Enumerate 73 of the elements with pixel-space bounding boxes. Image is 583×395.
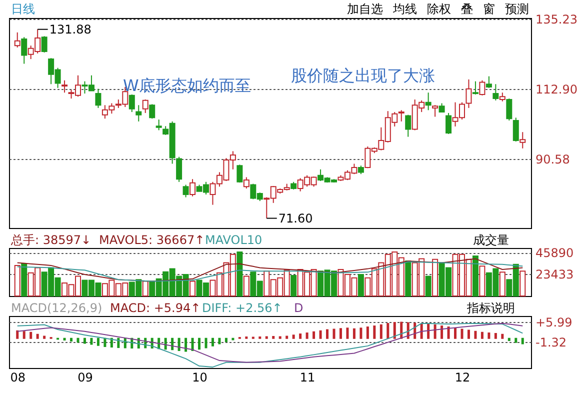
annotation: 71.60 <box>278 211 313 226</box>
bar <box>243 276 250 296</box>
candlestick <box>62 80 68 94</box>
bar <box>21 263 28 296</box>
candlestick <box>95 88 102 108</box>
candlestick <box>136 104 142 122</box>
bar <box>358 274 364 296</box>
candlestick <box>506 98 512 121</box>
annotation: 股价随之出现了大涨 <box>291 66 435 85</box>
x-tick-label: 09 <box>78 370 93 384</box>
text: 叠 <box>461 2 473 16</box>
x-tick-label: 10 <box>192 370 208 384</box>
candlestick <box>156 119 162 131</box>
bar <box>405 260 412 296</box>
candlestick <box>182 184 189 198</box>
annotation: W底形态如约而至 <box>123 76 251 95</box>
text: DIFF: +2.56↑ <box>202 301 282 315</box>
text: MACD: +5.94↑ <box>110 301 201 315</box>
bar <box>190 280 196 296</box>
candlestick <box>520 132 526 149</box>
candlestick <box>512 117 519 142</box>
bar <box>14 264 20 296</box>
candlestick <box>142 98 148 114</box>
text: MAVOL5: 36667↑ <box>99 233 205 247</box>
y-tick-label: 112.90 <box>536 82 578 96</box>
bar <box>499 272 506 296</box>
candlestick <box>492 84 499 101</box>
text: 均线 <box>392 2 417 16</box>
candlestick <box>486 76 492 88</box>
y-tick-label: 45890 <box>536 246 574 260</box>
candlestick <box>41 36 48 53</box>
text: 除权 <box>427 2 451 16</box>
text: 加自选 <box>347 2 383 16</box>
bar <box>520 270 526 296</box>
x-tick-label: 12 <box>454 370 470 384</box>
candlestick <box>236 164 243 184</box>
candlestick <box>21 36 28 64</box>
candlestick <box>128 94 135 113</box>
candlestick <box>398 110 404 122</box>
bar <box>290 275 297 296</box>
bar <box>432 258 438 296</box>
candlestick <box>472 80 478 95</box>
bar <box>236 251 243 296</box>
candlestick <box>243 176 250 190</box>
candlestick <box>405 114 412 138</box>
text: 窗 <box>483 2 495 16</box>
text: 总手: 38597↓ <box>10 233 92 247</box>
bar <box>425 276 432 296</box>
text: 成交量 <box>473 233 509 247</box>
bar <box>142 280 148 296</box>
bar <box>479 266 486 296</box>
candlestick <box>446 112 452 134</box>
y-tick-label: 90.58 <box>536 152 570 166</box>
candlestick <box>479 80 486 96</box>
chart-title: 日线 <box>11 2 35 16</box>
text: 指标说明 <box>466 301 515 315</box>
candlestick <box>190 178 196 197</box>
x-tick-label: 11 <box>300 370 316 384</box>
text: D <box>294 301 304 315</box>
text: 预测 <box>505 2 529 16</box>
candlestick <box>432 104 438 118</box>
bar <box>472 256 478 296</box>
y-tick-label: 23433 <box>536 267 574 282</box>
candlestick <box>14 32 20 48</box>
y-tick-label: -1.32 <box>536 335 567 350</box>
candlestick <box>149 104 156 120</box>
text: MACD(12,26,9) <box>11 301 102 315</box>
y-tick-label: 135.23 <box>536 12 578 26</box>
annotation: 131.88 <box>49 22 92 36</box>
candlestick <box>425 92 432 111</box>
text: MAVOL10 <box>205 233 262 247</box>
y-tick-label: +5.99 <box>536 316 572 330</box>
x-tick-label: 08 <box>10 370 26 384</box>
